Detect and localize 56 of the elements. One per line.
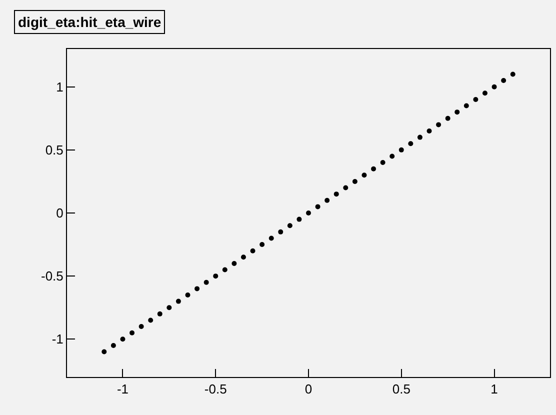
point — [343, 185, 348, 190]
point — [352, 178, 358, 184]
point — [492, 84, 497, 90]
point — [240, 254, 246, 260]
point — [380, 160, 386, 166]
point — [398, 147, 404, 152]
point — [250, 248, 256, 254]
point — [464, 103, 469, 108]
point — [362, 172, 367, 178]
y-tick-label: 0 — [56, 206, 64, 221]
point — [278, 229, 284, 234]
point — [371, 166, 376, 172]
point — [296, 216, 302, 222]
point — [390, 154, 395, 159]
point — [232, 260, 237, 266]
point — [157, 311, 162, 316]
point — [130, 330, 135, 336]
point — [120, 336, 126, 342]
point — [501, 78, 506, 84]
y-tick-label: -0.5 — [40, 268, 64, 284]
point — [306, 210, 311, 216]
point — [482, 90, 488, 96]
point — [194, 286, 200, 292]
x-tick-label: -0.5 — [204, 382, 227, 397]
point — [110, 342, 116, 348]
x-tick-label: 0.5 — [392, 382, 410, 397]
point — [426, 128, 432, 134]
point — [176, 298, 181, 304]
point — [185, 292, 190, 298]
y-tick-label: 0.5 — [45, 142, 64, 158]
x-tick-label: -1 — [116, 382, 129, 397]
point — [287, 223, 292, 228]
point — [138, 324, 144, 330]
point — [213, 274, 218, 279]
point — [436, 122, 442, 128]
point — [102, 349, 107, 354]
point — [204, 280, 209, 285]
point — [408, 141, 414, 146]
point — [268, 236, 274, 241]
point — [166, 305, 172, 310]
chart-title: digit_eta:hit_eta_wire — [18, 14, 162, 30]
x-tick-label: 1 — [490, 382, 498, 397]
point — [445, 116, 450, 121]
point — [148, 318, 154, 323]
point — [260, 242, 265, 248]
point — [454, 110, 460, 115]
point — [222, 267, 228, 272]
y-tick-label: -1 — [52, 332, 64, 347]
point — [315, 204, 320, 210]
point — [324, 198, 330, 203]
y-tick-label: 1 — [56, 79, 64, 94]
point — [417, 134, 422, 140]
point — [334, 192, 339, 197]
point — [473, 96, 478, 102]
point — [510, 72, 516, 77]
x-tick-label: 0 — [304, 382, 312, 397]
